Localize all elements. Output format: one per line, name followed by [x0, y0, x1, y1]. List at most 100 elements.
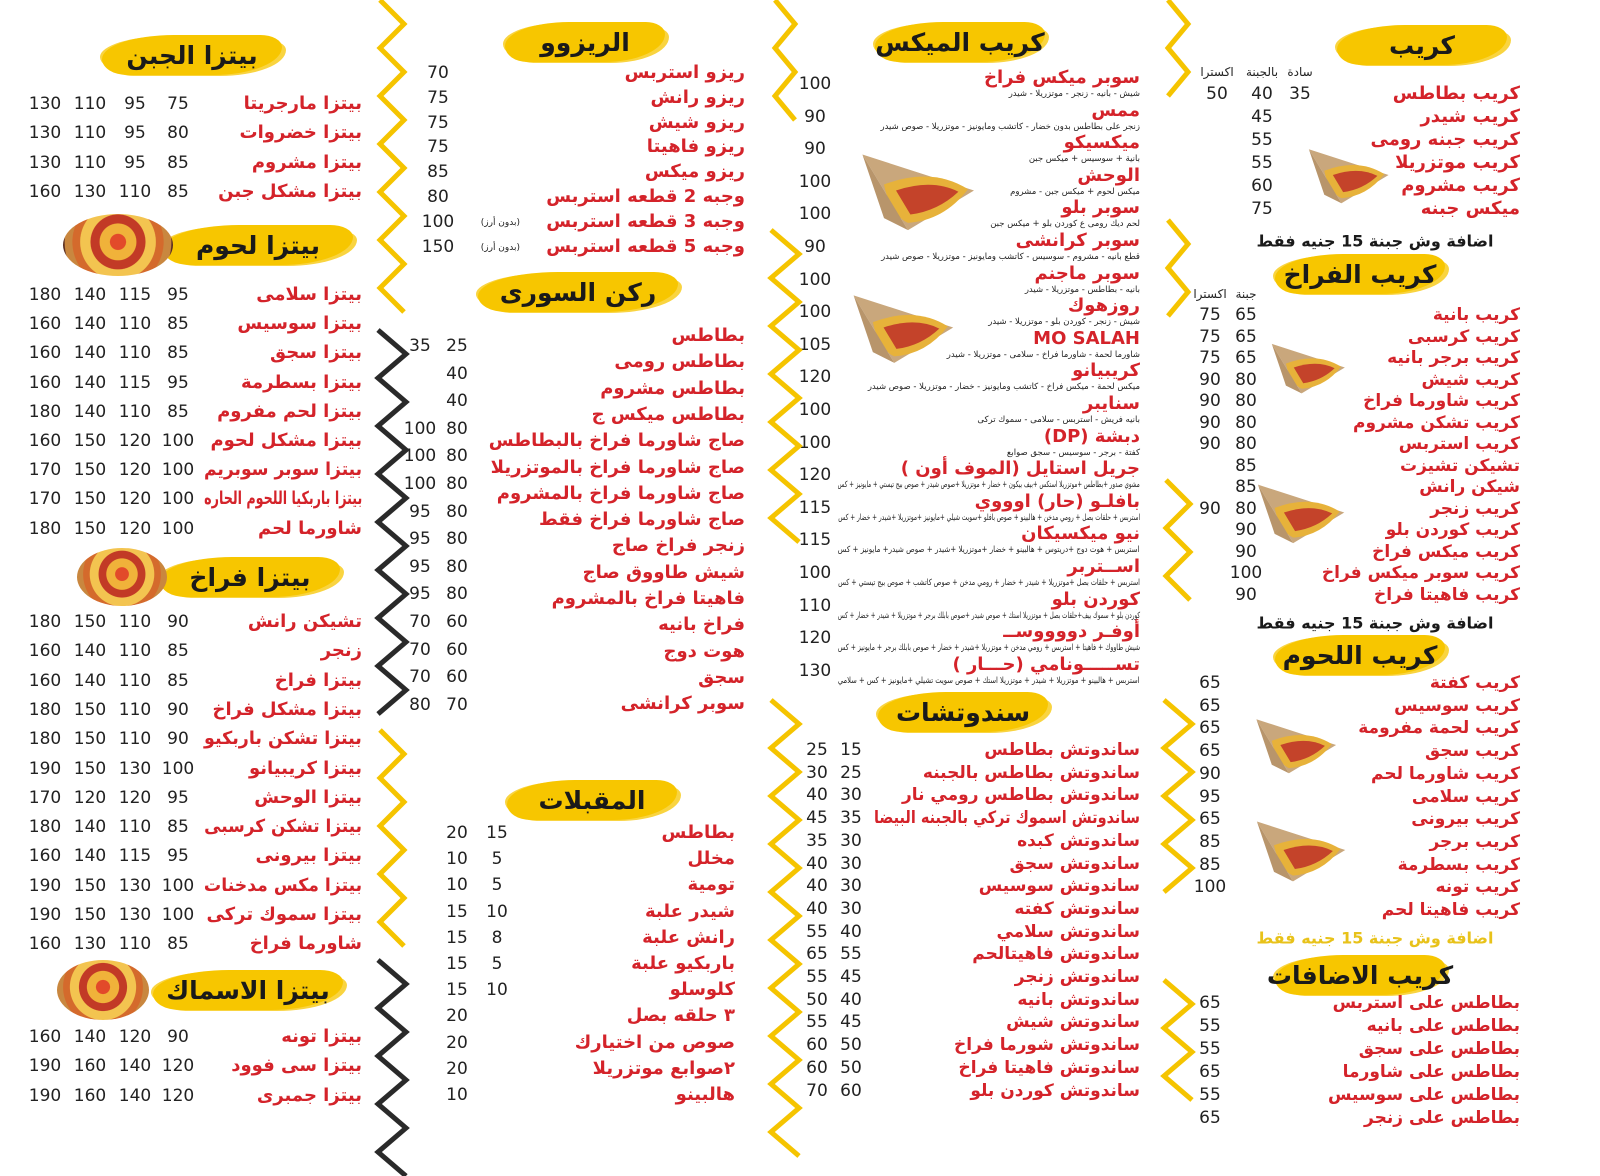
menu-item-price: 170 — [28, 489, 62, 510]
menu-item-price: 120 — [118, 431, 152, 451]
menu-item-price: 65 — [1199, 993, 1221, 1013]
menu-item-price: 15 — [446, 954, 468, 974]
menu-item-price: 95 — [409, 501, 431, 522]
menu-item-price: 180 — [28, 699, 62, 720]
menu-item-name: كريب سوسيس — [1394, 695, 1520, 716]
menu-item-price: 115 — [118, 285, 152, 305]
menu-item-name: كريب بطاطس — [1392, 83, 1520, 104]
section-title-banner: كريب الاضافات — [1267, 955, 1453, 995]
menu-item-price: 30 — [840, 785, 862, 806]
menu-item-price: 130 — [798, 660, 832, 681]
brush-stroke-decoration — [1275, 254, 1445, 294]
menu-item-name: ساندوتش بانيه — [1017, 989, 1140, 1010]
menu-item-name: ريزو استربس — [624, 62, 745, 83]
menu-item-price: 85 — [427, 162, 449, 183]
menu-item-price: 100 — [798, 302, 832, 323]
menu-item-price: 95 — [409, 584, 431, 605]
menu-item-price: 100 — [798, 74, 832, 94]
pizza-image — [63, 214, 173, 276]
brush-stroke-decoration — [878, 692, 1048, 732]
menu-item-name: كريب بسطرمة — [1397, 854, 1520, 875]
menu-item-name: بيتزا بسطرمة — [241, 371, 362, 393]
menu-item-price: 120 — [118, 489, 152, 510]
menu-item-price: 85 — [1235, 477, 1257, 497]
menu-item-price: 85 — [167, 314, 189, 335]
menu-item-name: زنجر — [320, 640, 362, 662]
section-title: بيتزا فراخ — [189, 562, 311, 592]
menu-item-price: 65 — [1199, 1107, 1221, 1128]
menu-item-name: مخلل — [687, 848, 735, 870]
menu-item-price: 45 — [1251, 107, 1273, 127]
price-column-header: سادة — [1287, 65, 1313, 79]
menu-item-name: كريب شيدر — [1420, 106, 1520, 127]
menu-item-price: 120 — [118, 460, 152, 481]
menu-item-price: 120 — [798, 465, 832, 486]
menu-item-price: 140 — [73, 372, 107, 393]
menu-item-price: 30 — [840, 898, 862, 919]
zigzag-divider — [767, 698, 803, 1158]
menu-item-price: 100 — [403, 446, 437, 467]
menu-item-price: 110 — [118, 314, 152, 335]
menu-item-description: ميكس لحوم + ميكس جبن - مشروم — [1010, 186, 1140, 197]
menu-item-price: 75 — [1199, 305, 1221, 325]
menu-item-price: 55 — [1199, 1038, 1221, 1059]
menu-item-price: 115 — [798, 530, 832, 551]
menu-item-name: تومية — [687, 874, 735, 896]
menu-item-price: 65 — [1199, 718, 1221, 739]
menu-item-name: ساندوتش شورما فراخ — [954, 1035, 1140, 1056]
menu-item-description: كوردن بلو + سموك بيف+حلقات بصل + موتزريل… — [837, 610, 1140, 621]
menu-item-price: 110 — [73, 94, 107, 114]
menu-item-price: 80 — [1235, 412, 1257, 433]
menu-item-name: كلوسلو — [669, 979, 735, 1001]
menu-item-name: نيو ميكسيكان — [1021, 523, 1140, 545]
menu-item-price: 95 — [409, 529, 431, 550]
menu-item-price: 40 — [806, 785, 828, 806]
menu-item-description: قطع بانيه - مشروم - سوسيس - كاتشب ومايون… — [881, 252, 1140, 262]
menu-item-price: 60 — [446, 667, 468, 688]
menu-item-price: 140 — [73, 1027, 107, 1047]
menu-item-name: ريزو رانش — [650, 86, 745, 108]
menu-item-price: 40 — [806, 853, 828, 874]
menu-item-price: 160 — [73, 1056, 107, 1077]
menu-item-name: تشيكن رانش — [247, 611, 362, 632]
menu-item-price: 10 — [446, 849, 468, 870]
section-title-banner: بيتزا الجبن — [102, 35, 282, 75]
menu-item-price: 40 — [806, 876, 828, 897]
menu-item-price: 190 — [28, 875, 62, 896]
menu-item-price: 55 — [806, 921, 828, 942]
section-title: كريب اللحوم — [1282, 640, 1438, 670]
menu-item-price: 80 — [446, 556, 468, 577]
menu-item-price: 40 — [446, 391, 468, 412]
zigzag-divider — [1164, 0, 1192, 98]
menu-item-price: 10 — [486, 901, 508, 922]
menu-item-name: سوبر بلو — [1061, 197, 1140, 219]
menu-item-price: 55 — [1199, 1084, 1221, 1105]
menu-item-price: 130 — [118, 758, 152, 779]
menu-item-price: 150 — [73, 489, 107, 510]
menu-item-price: 110 — [118, 817, 152, 838]
menu-item-price: 190 — [28, 905, 62, 925]
menu-item-price: 80 — [167, 123, 189, 144]
menu-item-price: 120 — [118, 787, 152, 808]
menu-item-description: استربس + هالبينو + موتزريلا + شيدر + موت… — [838, 675, 1140, 686]
menu-item-price: 55 — [1251, 130, 1273, 150]
brush-stroke-decoration — [478, 272, 678, 312]
menu-item-price: 110 — [118, 670, 152, 691]
zigzag-divider — [376, 0, 408, 314]
menu-item-name: بيتزا جمبرى — [256, 1084, 362, 1106]
menu-item-price: 100 — [798, 204, 832, 225]
menu-item-price: 115 — [798, 497, 832, 518]
menu-item-price: 140 — [73, 817, 107, 838]
menu-item-price: 15 — [486, 823, 508, 843]
menu-item-name: كريب مشروم — [1401, 175, 1520, 196]
menu-item-price: 90 — [1199, 412, 1221, 433]
menu-item-name: بيتزا مكس مدخنات — [203, 874, 362, 896]
menu-item-price: 5 — [491, 954, 503, 974]
menu-item-price: 160 — [28, 846, 62, 867]
menu-item-name: ساندوتش زنجر — [1014, 967, 1140, 987]
menu-item-name: ساندوتش بطاطس بالجبنه — [922, 762, 1140, 783]
menu-item-name: سوبر ماجنم — [1034, 262, 1140, 284]
section-title: كريب الميكس — [875, 27, 1045, 57]
menu-item-price: 95 — [124, 123, 146, 144]
menu-item-name: ساندوتش بطاطس رومي نار — [901, 785, 1140, 806]
